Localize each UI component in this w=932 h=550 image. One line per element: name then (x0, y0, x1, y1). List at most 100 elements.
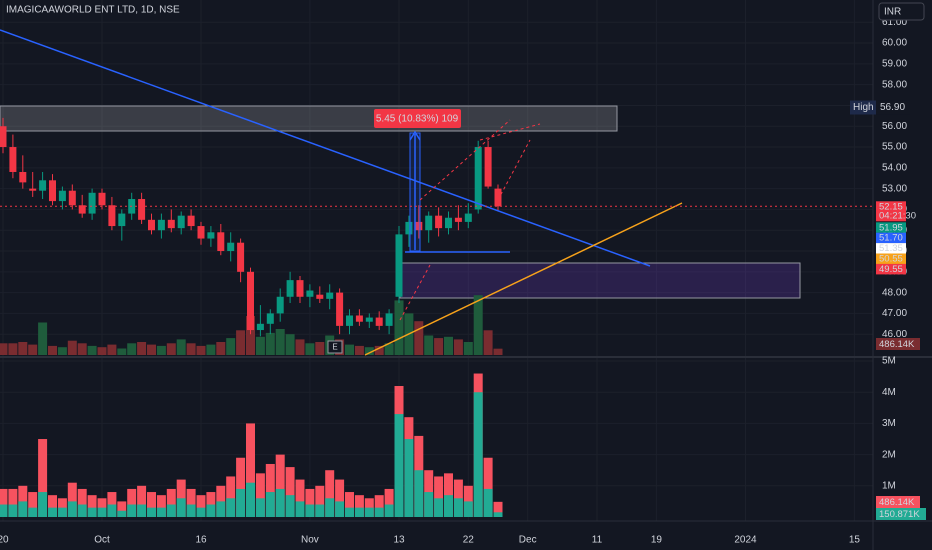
volume-overlay-bar (434, 338, 444, 355)
candle-body (138, 199, 146, 220)
volume2-bar (295, 501, 305, 517)
volume-overlay-bar (414, 321, 424, 355)
volume-overlay-bar (226, 338, 236, 355)
volume-bar (315, 485, 325, 517)
candle-body (148, 219, 155, 231)
measure-label-bg (374, 109, 461, 128)
candle-body (326, 292, 334, 299)
volume-bar (156, 495, 166, 517)
candle-body (227, 242, 235, 252)
price-tag: 51.70 (879, 233, 903, 244)
volume-bar (295, 479, 305, 517)
currency[interactable]: INR (884, 7, 901, 18)
y-tick-label: 56.00 (882, 121, 907, 132)
candle-body (395, 234, 403, 297)
volume-overlay-bar (28, 344, 38, 355)
volume-tag-bg (876, 496, 920, 508)
volume-bar (374, 495, 384, 517)
volume-overlay-bar (18, 342, 28, 355)
y-tick-label: 61.00 (882, 17, 907, 28)
volume-overlay-bar (315, 342, 325, 355)
volume2-bar (97, 507, 107, 517)
volume-bar (483, 457, 493, 517)
currency-box[interactable] (878, 2, 925, 21)
x-tick-label: 15 (849, 535, 861, 546)
candle-body (484, 147, 492, 187)
volume-bar (305, 488, 315, 517)
volume-overlay-bar (424, 335, 434, 355)
volume-overlay-bar (275, 329, 285, 355)
candle-body (58, 190, 66, 202)
x-tick-label: 2024 (734, 535, 757, 546)
volume-overlay-bar (196, 345, 206, 355)
high-value: 56.90 (880, 102, 905, 113)
volume-tick-label: 5M (882, 356, 896, 367)
candle-body (108, 205, 116, 227)
high-tag-bg (850, 100, 878, 115)
candle-body (157, 219, 165, 231)
candle-body (454, 217, 462, 222)
volume2-bar (394, 414, 404, 517)
volume2-bar (117, 510, 127, 517)
candle-body (415, 221, 423, 231)
countdown: 04:21:30 (879, 210, 916, 221)
volume-overlay-bar (97, 347, 107, 355)
volume2-bar (156, 507, 166, 517)
volume-overlay-bar (463, 342, 473, 355)
volume-bar (246, 423, 255, 517)
volume-overlay (0, 295, 503, 355)
volume-bar (127, 488, 137, 517)
volume2-bar (216, 501, 226, 517)
volume-overlay-bar (444, 336, 453, 355)
trend-line (364, 202, 683, 356)
volume-tag: 486.14K (879, 497, 915, 508)
volume2-bar (404, 439, 414, 517)
x-tick-label: Dec (519, 535, 537, 546)
volume-overlay-bar (8, 343, 18, 355)
volume-overlay-bar (38, 322, 48, 355)
x-tick-label: 16 (195, 535, 207, 546)
volume-tick-label: 3M (882, 418, 896, 429)
volume-bar (166, 488, 176, 517)
volume-bar (226, 476, 236, 517)
volume2-bar (196, 507, 206, 517)
price-tag-bg (876, 243, 906, 254)
y-tick-label: 55.00 (882, 142, 907, 153)
volume-overlay-bar (176, 339, 186, 355)
candle-body (306, 290, 314, 297)
volume2-bar (38, 492, 48, 517)
volume2-bar (67, 501, 77, 517)
volume-overlay-bar (0, 343, 8, 355)
volume-bar (87, 495, 97, 517)
volume2-bar (8, 504, 18, 517)
volume-bar (28, 492, 38, 517)
volume-bar (493, 501, 503, 517)
candle-body (256, 323, 264, 331)
volume-overlay-bar (305, 343, 315, 355)
volume-overlay-bar (493, 348, 503, 355)
volume2-bar (137, 504, 147, 517)
volume2-bar (57, 507, 67, 517)
axes: 46.0047.0048.0049.0050.0051.0052.0053.00… (0, 17, 926, 546)
volume-overlay-bar (156, 345, 166, 355)
volume-overlay-bar (473, 295, 483, 355)
volume-overlay-bar (127, 343, 137, 355)
candle-body (494, 188, 502, 207)
volume2-bar (147, 507, 156, 517)
candle-body (118, 213, 126, 227)
volume-overlay-bar (77, 343, 87, 355)
volume2-bar (236, 488, 246, 517)
volume-overlay-bar (48, 345, 57, 355)
x-tick-label: 13 (393, 535, 405, 546)
y-tick-label: 59.00 (882, 58, 907, 69)
event-marker: E (332, 343, 337, 352)
volume2-bar (127, 504, 137, 517)
volume-overlay-bar (216, 342, 226, 355)
volume-bar (77, 488, 87, 517)
x-tick-label: Oct (94, 535, 110, 546)
candle-body (405, 221, 413, 235)
volume-bar (67, 482, 77, 517)
volume2-bar (265, 492, 275, 517)
candle-body (88, 192, 96, 214)
